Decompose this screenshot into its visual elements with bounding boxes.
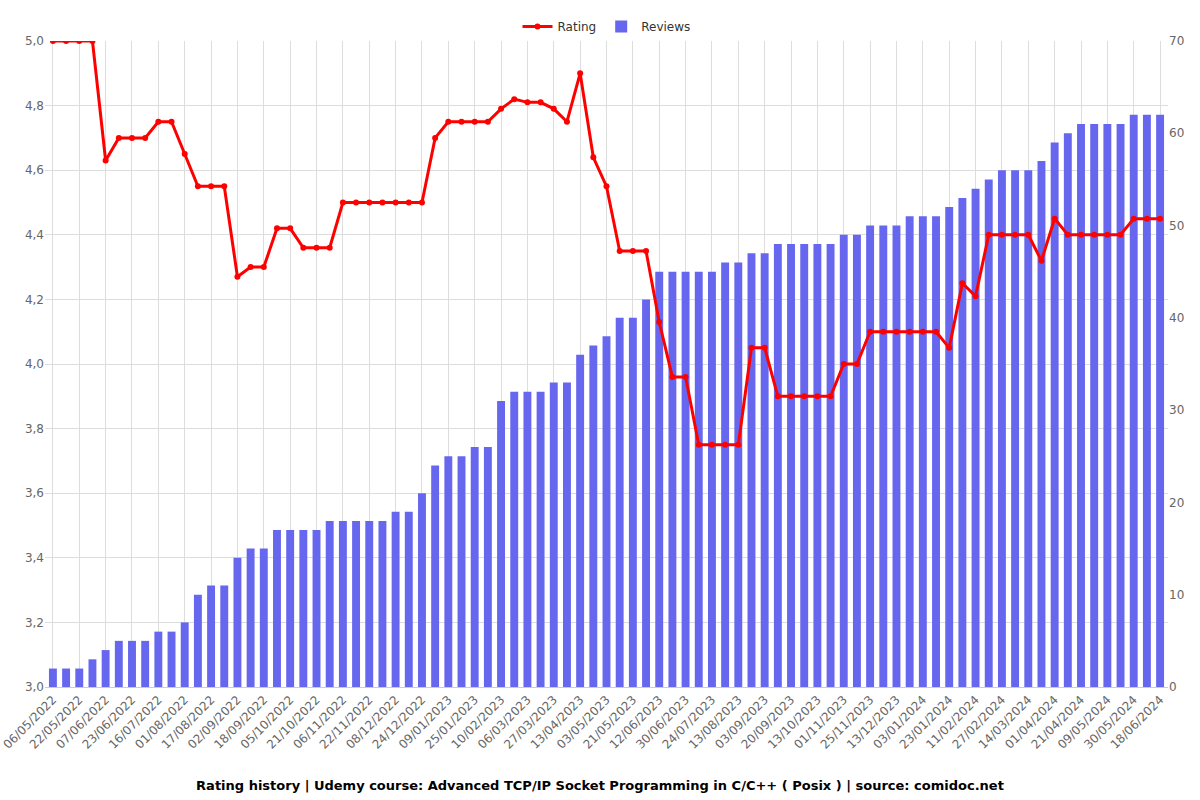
svg-text:30/06/2023: 30/06/2023 [633,693,692,752]
svg-text:08/12/2022: 08/12/2022 [343,693,402,752]
svg-text:01/04/2024: 01/04/2024 [1002,693,1061,752]
svg-text:Reviews: Reviews [641,20,690,34]
svg-text:21/10/2022: 21/10/2022 [264,693,323,752]
svg-text:01/11/2023: 01/11/2023 [791,693,850,752]
svg-text:01/08/2022: 01/08/2022 [132,693,191,752]
svg-text:40: 40 [1169,311,1184,325]
svg-text:05/10/2022: 05/10/2022 [238,693,297,752]
svg-text:13/04/2023: 13/04/2023 [528,693,587,752]
svg-text:3,4: 3,4 [25,551,44,565]
svg-text:13/12/2023: 13/12/2023 [844,693,903,752]
svg-text:21/05/2023: 21/05/2023 [580,693,639,752]
svg-text:70: 70 [1169,34,1184,48]
svg-text:03/05/2023: 03/05/2023 [554,693,613,752]
svg-text:22/11/2022: 22/11/2022 [317,693,376,752]
svg-text:24/12/2022: 24/12/2022 [370,693,429,752]
svg-text:16/07/2022: 16/07/2022 [106,693,165,752]
svg-text:09/01/2023: 09/01/2023 [396,693,455,752]
svg-text:27/03/2023: 27/03/2023 [501,693,560,752]
svg-text:10: 10 [1169,588,1184,602]
svg-text:25/11/2023: 25/11/2023 [818,693,877,752]
svg-text:07/06/2022: 07/06/2022 [53,693,112,752]
svg-text:18/06/2024: 18/06/2024 [1108,693,1167,752]
svg-text:25/01/2023: 25/01/2023 [422,693,481,752]
svg-text:24/07/2023: 24/07/2023 [660,693,719,752]
svg-text:60: 60 [1169,126,1184,140]
svg-text:21/04/2024: 21/04/2024 [1029,693,1088,752]
svg-text:03/01/2024: 03/01/2024 [870,693,929,752]
svg-text:22/05/2022: 22/05/2022 [27,693,86,752]
svg-text:11/02/2024: 11/02/2024 [923,693,982,752]
svg-text:13/10/2023: 13/10/2023 [765,693,824,752]
svg-text:Rating history | Udemy course:: Rating history | Udemy course: Advanced … [196,778,1004,793]
svg-text:3,8: 3,8 [25,422,44,436]
svg-text:10/02/2023: 10/02/2023 [449,693,508,752]
svg-text:4,0: 4,0 [25,357,44,371]
svg-text:Rating: Rating [558,20,597,34]
svg-text:14/03/2024: 14/03/2024 [976,693,1035,752]
svg-text:50: 50 [1169,219,1184,233]
svg-text:06/11/2022: 06/11/2022 [290,693,349,752]
svg-text:0: 0 [1169,680,1177,694]
svg-text:20/09/2023: 20/09/2023 [739,693,798,752]
svg-text:23/06/2022: 23/06/2022 [80,693,139,752]
svg-text:30/05/2024: 30/05/2024 [1081,693,1140,752]
svg-text:5,0: 5,0 [25,34,44,48]
svg-text:4,8: 4,8 [25,99,44,113]
svg-text:12/06/2023: 12/06/2023 [607,693,666,752]
svg-text:4,4: 4,4 [25,228,44,242]
svg-text:13/08/2023: 13/08/2023 [686,693,745,752]
svg-text:3,2: 3,2 [25,616,44,630]
svg-text:17/08/2022: 17/08/2022 [159,693,218,752]
svg-text:02/09/2022: 02/09/2022 [185,693,244,752]
svg-text:23/01/2024: 23/01/2024 [897,693,956,752]
svg-text:4,2: 4,2 [25,293,44,307]
svg-text:27/02/2024: 27/02/2024 [949,693,1008,752]
svg-text:18/09/2022: 18/09/2022 [211,693,270,752]
svg-text:3,6: 3,6 [25,486,44,500]
svg-text:03/09/2023: 03/09/2023 [712,693,771,752]
svg-text:09/05/2024: 09/05/2024 [1055,693,1114,752]
svg-text:30: 30 [1169,403,1184,417]
svg-text:06/05/2022: 06/05/2022 [0,693,59,752]
svg-text:06/03/2023: 06/03/2023 [475,693,534,752]
svg-text:3,0: 3,0 [25,680,44,694]
svg-text:4,6: 4,6 [25,163,44,177]
svg-text:20: 20 [1169,496,1184,510]
